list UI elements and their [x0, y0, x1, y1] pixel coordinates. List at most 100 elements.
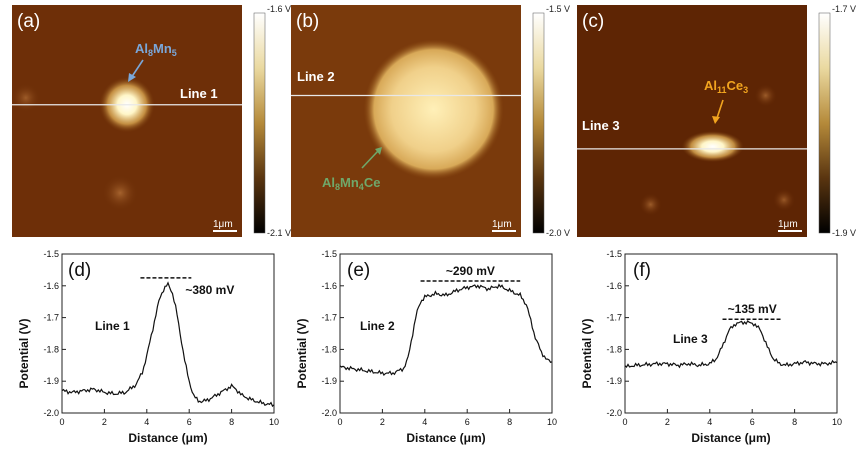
- y-axis-title: Potential (V): [295, 318, 309, 388]
- map-background: [577, 5, 807, 237]
- scale-bar-label: 1μm: [778, 219, 798, 230]
- x-tick-label: 4: [707, 417, 712, 427]
- panel-letter: (e): [347, 260, 370, 281]
- scale-bar-label: 1μm: [213, 219, 233, 230]
- y-axis-title: Potential (V): [580, 318, 594, 388]
- particle: [363, 39, 504, 180]
- line-profile-chart-f: 0 2 4 6 8 10 -1.5 -1.6 -1.7 -1.8 -1.9 -2.0 Distance …: [580, 249, 842, 445]
- y-tick-label: -1.6: [43, 281, 59, 291]
- y-tick-label: -1.5: [43, 249, 59, 259]
- phase-label: Al8Mn4Ce: [322, 175, 380, 192]
- x-tick-label: 8: [229, 417, 234, 427]
- x-tick-label: 2: [665, 417, 670, 427]
- line-label: Line 2: [297, 69, 335, 84]
- plot-frame: [61, 253, 275, 414]
- x-tick-label: 8: [792, 417, 797, 427]
- colorbar: [253, 12, 266, 234]
- y-tick-label: -1.6: [321, 281, 337, 291]
- colorbar-top-label: -1.5 V: [546, 4, 570, 14]
- line-profile-chart-e: 0 2 4 6 8 10 -1.5 -1.6 -1.7 -1.8 -1.9 -2.0 Distance …: [295, 249, 557, 445]
- annotation-label: ~135 mV: [728, 302, 777, 316]
- y-tick-label: -1.9: [321, 376, 337, 386]
- y-tick-label: -2.0: [43, 408, 59, 418]
- y-tick-label: -1.7: [606, 313, 622, 323]
- potential-map-b: (b) Line 2 Al8Mn4Ce 1μm: [291, 5, 521, 237]
- plot-frame: [339, 253, 553, 414]
- x-tick-label: 10: [269, 417, 279, 427]
- phase-arrow-head: [712, 116, 720, 124]
- x-tick-label: 4: [144, 417, 149, 427]
- particle: [681, 130, 744, 163]
- x-tick-label: 8: [507, 417, 512, 427]
- annotation-label: ~380 mV: [185, 283, 234, 297]
- y-tick-label: -1.9: [43, 376, 59, 386]
- map-features: [363, 39, 504, 180]
- y-tick-label: -1.8: [321, 344, 337, 354]
- profile-series-line: [61, 281, 275, 408]
- series-label: Line 3: [673, 332, 708, 346]
- surface-spot: [101, 174, 139, 212]
- colorbar-top-label: -1.7 V: [832, 4, 856, 14]
- panel-letter: (b): [296, 11, 319, 32]
- series-label: Line 1: [95, 319, 130, 333]
- y-tick-label: -1.5: [606, 249, 622, 259]
- x-tick-label: 0: [622, 417, 627, 427]
- potential-map-c: (c) Line 3 Al11Ce3 1μm: [577, 5, 807, 237]
- annotation-label: ~290 mV: [446, 264, 495, 278]
- x-tick-label: 10: [547, 417, 557, 427]
- colorbar-c: -1.7 V -1.9 V: [818, 4, 856, 238]
- phase-arrow-head: [128, 73, 136, 82]
- y-axis-title: Potential (V): [17, 318, 31, 388]
- x-tick-label: 2: [380, 417, 385, 427]
- x-axis-title: Distance (μm): [406, 431, 485, 445]
- x-tick-label: 0: [59, 417, 64, 427]
- panel-letter: (c): [582, 11, 604, 32]
- line-label: Line 1: [180, 86, 218, 101]
- surface-spot: [11, 83, 41, 113]
- phase-arrow-head: [375, 147, 382, 155]
- map-features: [639, 84, 796, 216]
- profile-series-line: [624, 319, 838, 369]
- x-tick-label: 6: [187, 417, 192, 427]
- phase-label: Al8Mn5: [135, 41, 177, 58]
- phase-label: Al11Ce3: [704, 78, 748, 95]
- profile-series-line: [339, 283, 553, 376]
- y-tick-label: -1.7: [43, 313, 59, 323]
- phase-arrow: [361, 150, 379, 169]
- y-tick-label: -1.6: [606, 281, 622, 291]
- panel-letter: (a): [17, 11, 40, 32]
- y-tick-label: -1.8: [43, 344, 59, 354]
- scale-bar-label: 1μm: [492, 219, 512, 230]
- phase-arrow: [130, 59, 144, 79]
- colorbar: [818, 12, 831, 234]
- x-tick-label: 2: [102, 417, 107, 427]
- panel-letter: (d): [68, 260, 91, 281]
- x-tick-label: 4: [422, 417, 427, 427]
- colorbar-bottom-label: -2.0 V: [546, 228, 570, 238]
- surface-spot: [754, 84, 777, 107]
- y-tick-label: -1.7: [321, 313, 337, 323]
- y-tick-label: -2.0: [606, 408, 622, 418]
- y-tick-label: -1.8: [606, 344, 622, 354]
- series-label: Line 2: [360, 319, 395, 333]
- colorbar-bottom-label: -1.9 V: [832, 228, 856, 238]
- x-axis-title: Distance (μm): [128, 431, 207, 445]
- colorbar-b: -1.5 V -2.0 V: [532, 4, 570, 238]
- surface-spot: [772, 188, 796, 211]
- x-tick-label: 6: [465, 417, 470, 427]
- line-label: Line 3: [582, 118, 620, 133]
- x-tick-label: 6: [750, 417, 755, 427]
- line-profile-chart-d: 0 2 4 6 8 10 -1.5 -1.6 -1.7 -1.8 -1.9 -2.0 Distance …: [17, 249, 279, 445]
- colorbar: [532, 12, 545, 234]
- y-tick-label: -2.0: [321, 408, 337, 418]
- phase-arrow: [716, 99, 724, 119]
- x-tick-label: 0: [337, 417, 342, 427]
- y-tick-label: -1.9: [606, 376, 622, 386]
- x-axis-title: Distance (μm): [691, 431, 770, 445]
- plot-frame: [624, 253, 838, 414]
- panel-letter: (f): [633, 260, 651, 281]
- colorbar-top-label: -1.6 V: [267, 4, 291, 14]
- y-tick-label: -1.5: [321, 249, 337, 259]
- x-tick-label: 10: [832, 417, 842, 427]
